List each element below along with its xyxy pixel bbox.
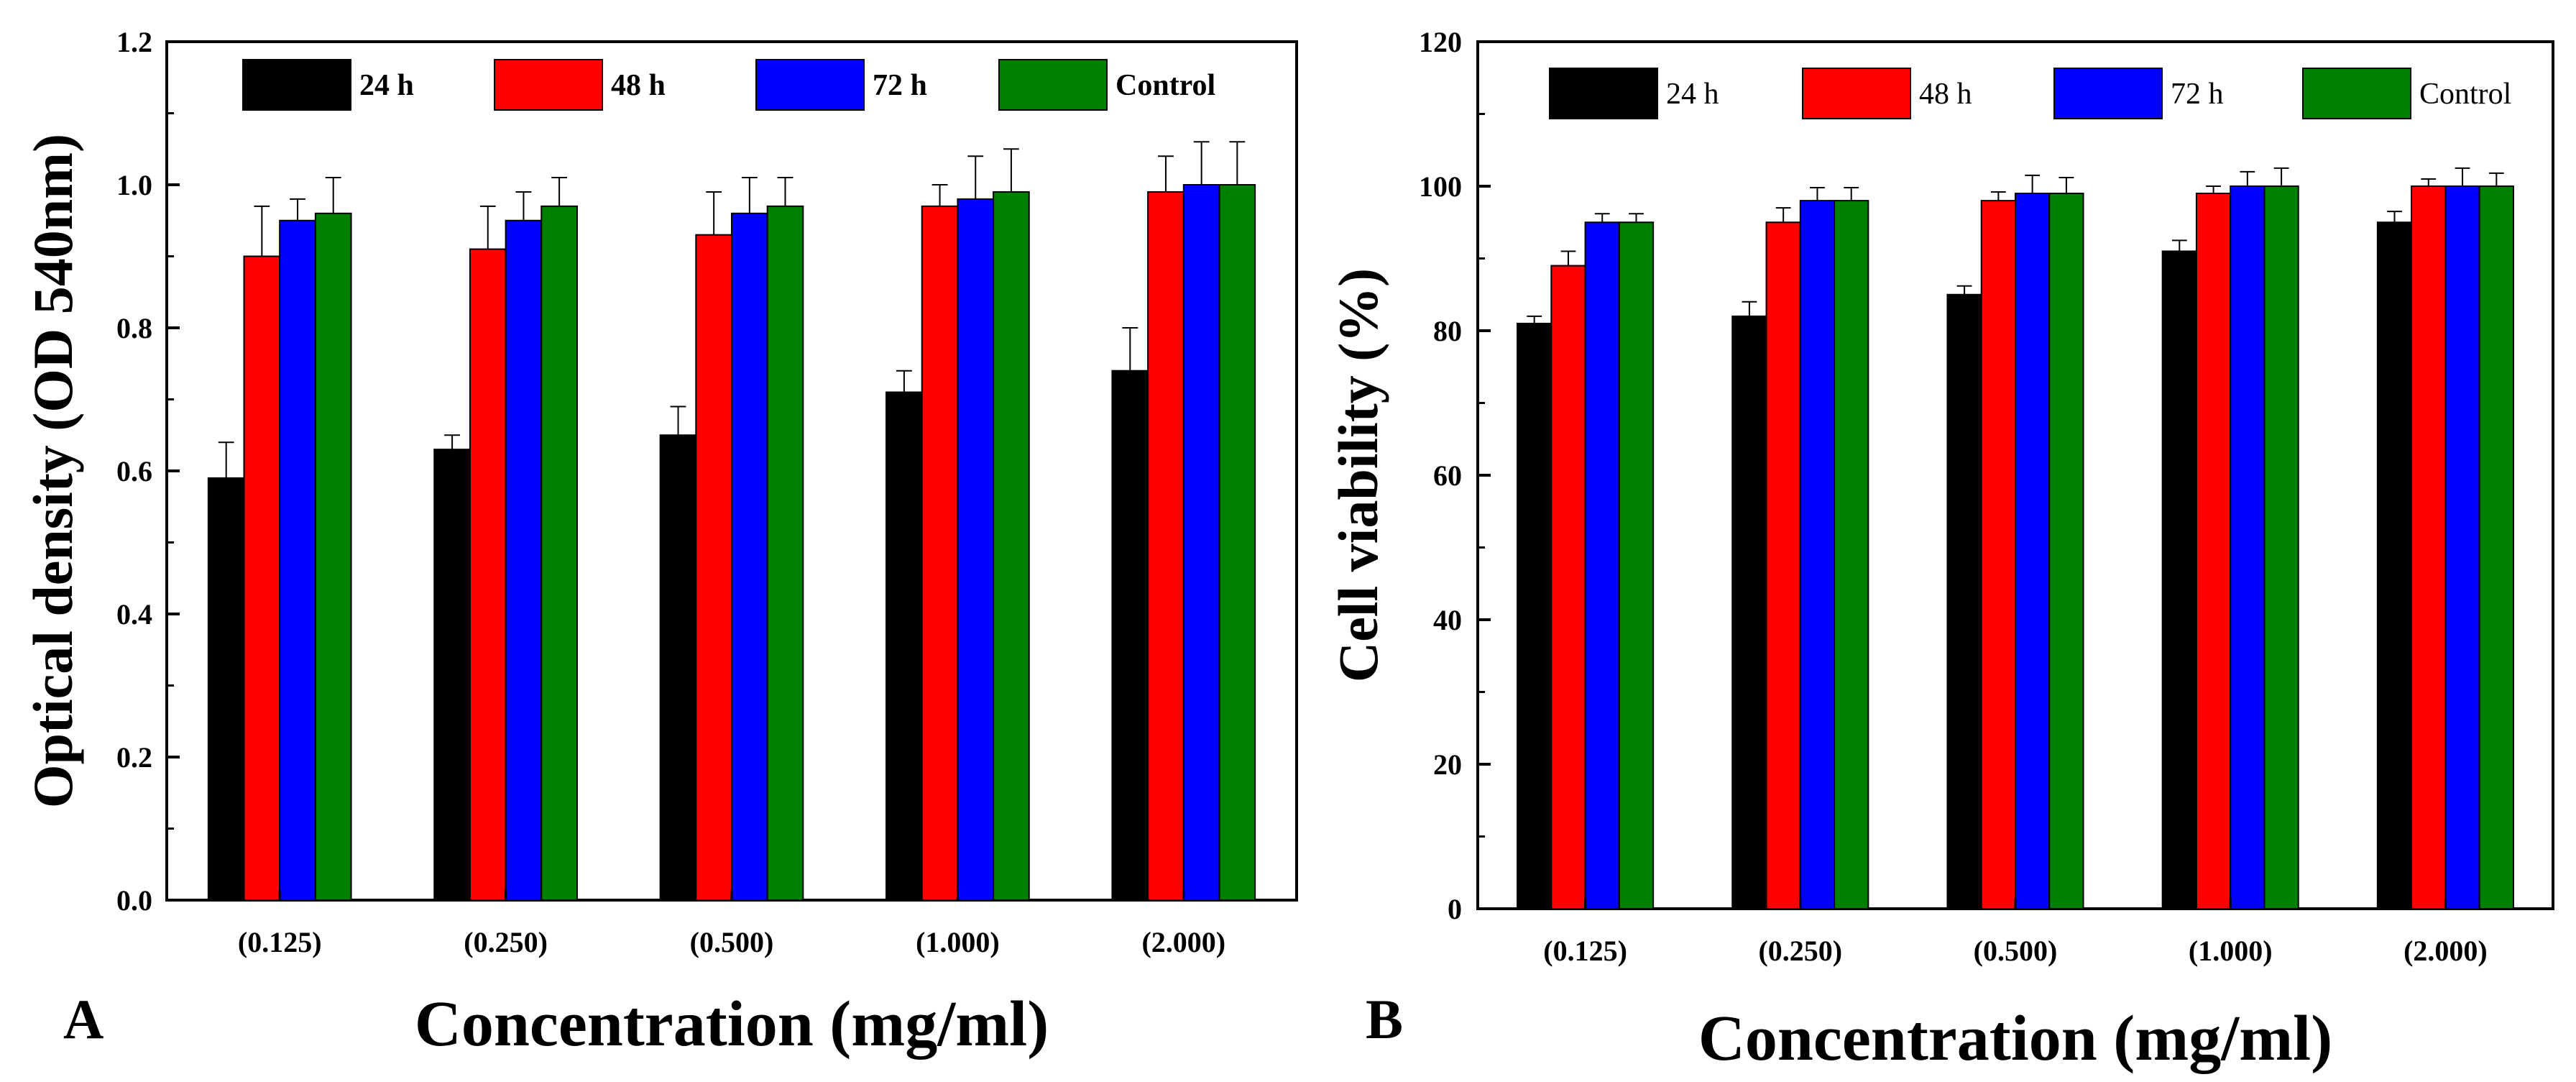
y-tick-label: 0.4 bbox=[116, 598, 152, 631]
x-tick-label: (0.125) bbox=[1543, 935, 1627, 967]
bar-48h bbox=[1147, 191, 1184, 901]
bar-72h bbox=[279, 219, 316, 901]
y-tick-label: 0.0 bbox=[116, 884, 152, 917]
bar-control bbox=[766, 205, 804, 902]
bar-control bbox=[540, 205, 578, 902]
bar-72h bbox=[1182, 184, 1220, 901]
legend-swatch-24h bbox=[1549, 68, 1658, 119]
bar-24h bbox=[207, 477, 245, 901]
bar-72h bbox=[957, 198, 995, 901]
panel-letter: A bbox=[63, 988, 104, 1050]
bar-24h bbox=[2161, 250, 2197, 909]
bar-72h bbox=[1584, 221, 1620, 909]
y-tick-label: 1.2 bbox=[116, 26, 152, 58]
bar-72h bbox=[2230, 185, 2266, 909]
panel-b-chart: 0 20 40 60 80 100 120 (0.125) (0.250) (0.500) (1.0… bbox=[1327, 26, 2554, 1074]
legend-label-72h: 72 h bbox=[873, 69, 927, 102]
x-tick-label: (0.500) bbox=[1974, 935, 2058, 967]
legend-label-48h: 48 h bbox=[1919, 78, 1972, 111]
y-tick-label: 60 bbox=[1433, 459, 1462, 492]
legend-swatch-72h bbox=[755, 59, 865, 111]
x-tick-label: (0.250) bbox=[1758, 935, 1842, 967]
y-tick-label: 0 bbox=[1448, 893, 1462, 925]
bar-48h bbox=[243, 255, 281, 901]
y-axis-title: Optical density (OD 540nm) bbox=[22, 134, 84, 808]
bar-72h bbox=[2015, 193, 2051, 909]
bar-72h bbox=[731, 212, 768, 901]
y-tick-label: 20 bbox=[1433, 748, 1462, 781]
bar-24h bbox=[1517, 322, 1552, 909]
legend-swatch-control bbox=[2302, 68, 2411, 119]
legend-label-control: Control bbox=[1116, 69, 1215, 102]
y-tick-label: 0.8 bbox=[116, 312, 152, 344]
legend-swatch-24h bbox=[242, 59, 351, 111]
legend-label-24h: 24 h bbox=[1666, 78, 1719, 111]
bar-24h bbox=[433, 449, 471, 901]
bar-control bbox=[2048, 193, 2084, 909]
y-tick-label: 80 bbox=[1433, 315, 1462, 347]
x-tick-label: (1.000) bbox=[916, 926, 1000, 958]
legend-swatch-control bbox=[998, 59, 1108, 111]
bar-48h bbox=[2411, 185, 2447, 909]
bar-24h bbox=[659, 434, 697, 901]
bar-control bbox=[993, 191, 1030, 901]
x-tick-label: (1.000) bbox=[2189, 935, 2273, 967]
x-tick-label: (0.500) bbox=[690, 926, 774, 958]
bar-24h bbox=[1111, 370, 1149, 901]
legend-label-24h: 24 h bbox=[359, 69, 414, 102]
bar-24h bbox=[1946, 293, 1982, 909]
bar-24h bbox=[886, 391, 923, 901]
y-tick-label: 40 bbox=[1433, 604, 1462, 636]
y-tick-label: 120 bbox=[1419, 26, 1462, 58]
legend-swatch-48h bbox=[1802, 68, 1911, 119]
bar-control bbox=[1218, 184, 1256, 901]
y-axis-title: Cell viability (%) bbox=[1327, 268, 1389, 682]
y-tick-label: 100 bbox=[1419, 170, 1462, 203]
bar-48h bbox=[1765, 221, 1801, 909]
bar-48h bbox=[2195, 193, 2232, 909]
x-tick-label: (2.000) bbox=[1141, 926, 1225, 958]
x-tick-label: (0.250) bbox=[464, 926, 548, 958]
legend-label-72h: 72 h bbox=[2171, 78, 2224, 111]
panel-letter: B bbox=[1366, 988, 1403, 1050]
bar-72h bbox=[505, 219, 543, 901]
bar-48h bbox=[695, 234, 733, 901]
bar-24h bbox=[2376, 221, 2413, 909]
panel-a-chart: 0.0 0.2 0.4 0.6 0.8 1.0 1.2 (0.125) (0.250) (0.50… bbox=[22, 26, 1298, 1060]
bar-24h bbox=[1731, 315, 1767, 909]
legend-swatch-72h bbox=[2053, 68, 2163, 119]
x-tick-label: (2.000) bbox=[2404, 935, 2488, 967]
bar-control bbox=[2478, 185, 2514, 909]
bar-48h bbox=[469, 248, 507, 901]
bar-control bbox=[314, 212, 352, 901]
legend-swatch-48h bbox=[494, 59, 603, 111]
y-tick-label: 0.2 bbox=[116, 741, 152, 774]
bar-72h bbox=[2444, 185, 2480, 909]
bar-control bbox=[1618, 221, 1655, 909]
bar-48h bbox=[1550, 265, 1586, 909]
bar-48h bbox=[1980, 200, 2016, 910]
legend-label-control: Control bbox=[2419, 78, 2511, 111]
y-tick-label: 0.6 bbox=[116, 455, 152, 487]
y-tick-label: 1.0 bbox=[116, 169, 152, 201]
bar-72h bbox=[1799, 200, 1836, 910]
x-axis-title: Concentration (mg/ml) bbox=[415, 989, 1049, 1060]
x-axis-title: Concentration (mg/ml) bbox=[1698, 1003, 2332, 1074]
bar-control bbox=[2263, 185, 2299, 909]
legend-label-48h: 48 h bbox=[611, 69, 666, 102]
x-tick-label: (0.125) bbox=[238, 926, 322, 958]
bar-control bbox=[1834, 200, 1869, 910]
bar-48h bbox=[921, 205, 959, 902]
